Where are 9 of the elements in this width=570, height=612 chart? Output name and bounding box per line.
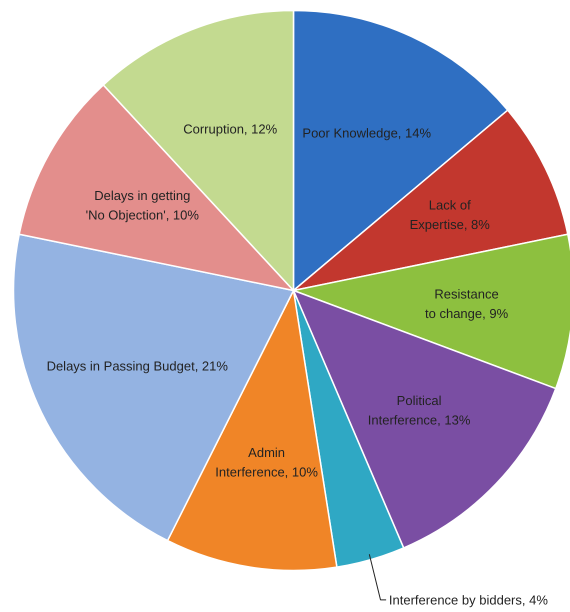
slice-label: Lack of Expertise, 8%	[410, 198, 490, 232]
slice-label: Delays in Passing Budget, 21%	[46, 358, 228, 374]
slice-label: Resistance to change, 9%	[425, 286, 509, 322]
slice-label: Political Interference, 13%	[368, 393, 471, 428]
slice-label: Interference by bidders, 4%	[388, 592, 548, 608]
slice-label: Delays in getting 'No Objection', 10%	[86, 188, 200, 223]
slice-label: Corruption, 12%	[183, 121, 278, 136]
slice-label: Admin Interference, 10%	[215, 444, 318, 480]
slice-label: Poor Knowledge, 14%	[302, 126, 432, 141]
